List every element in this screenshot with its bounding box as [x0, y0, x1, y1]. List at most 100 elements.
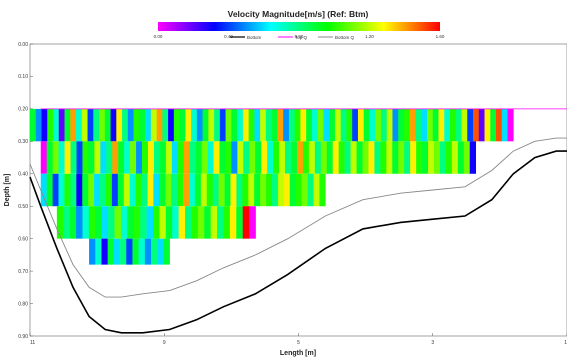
velocity-cell [271, 108, 278, 142]
velocity-cell [104, 108, 111, 142]
velocity-cell [346, 108, 353, 142]
velocity-cell [422, 141, 429, 174]
velocity-cell [197, 206, 205, 239]
velocity-cell [132, 238, 139, 265]
x-tick-label: 3 [431, 340, 434, 346]
velocity-cell [308, 141, 316, 174]
velocity-cell [150, 108, 157, 142]
legend-label-bottom: Bottom [247, 35, 262, 40]
velocity-cell [404, 141, 411, 174]
velocity-cell [350, 141, 357, 174]
velocity-cell [123, 173, 130, 207]
velocity-cell [52, 141, 59, 174]
colorbar-tick-label: 0.00 [154, 34, 163, 39]
velocity-cell [428, 141, 435, 174]
velocity-cell [165, 141, 173, 174]
velocity-cell [159, 173, 166, 207]
velocity-cell [144, 238, 152, 265]
y-tick-label: 0.80 [18, 301, 28, 307]
velocity-cell [100, 141, 107, 174]
velocity-cell [171, 141, 179, 174]
velocity-cell [213, 141, 220, 174]
velocity-cell [82, 173, 89, 207]
velocity-cell [249, 206, 256, 239]
velocity-cell [294, 108, 301, 142]
x-axis-ticks: 11 9 5 3 1 [29, 333, 567, 346]
velocity-cell [283, 173, 291, 207]
velocity-cell [279, 141, 286, 174]
velocity-cell [374, 141, 381, 174]
velocity-cell [231, 141, 238, 174]
velocity-cell [162, 108, 169, 142]
velocity-cell [291, 141, 298, 174]
velocity-cell [64, 108, 71, 142]
velocity-cell [438, 108, 445, 142]
colorbar-tick-label: 1.20 [365, 34, 374, 39]
velocity-cell [47, 108, 54, 142]
legend: Bottom Top Q Bottom Q [230, 35, 355, 40]
velocity-cell [82, 141, 89, 174]
velocity-cell [218, 173, 225, 207]
velocity-cell [87, 108, 94, 142]
velocity-cell [136, 141, 143, 174]
velocity-cell [445, 141, 453, 174]
velocity-cell [214, 108, 221, 142]
velocity-cell [105, 173, 113, 207]
velocity-cell [296, 141, 304, 174]
velocity-cell [285, 141, 292, 174]
velocity-cell [319, 173, 326, 207]
velocity-cell [120, 206, 128, 239]
velocity-cell [386, 141, 393, 174]
velocity-cell [53, 108, 60, 142]
velocity-cell [58, 173, 65, 207]
y-tick-label: 0.30 [18, 139, 28, 145]
velocity-cell [344, 141, 351, 174]
velocity-cell [100, 173, 107, 207]
velocity-cell [248, 108, 255, 142]
velocity-cell [392, 141, 399, 174]
y-axis-label: Depth [m] [4, 174, 11, 207]
velocity-cell [106, 141, 113, 174]
velocity-cell [432, 108, 439, 142]
velocity-cell [362, 141, 369, 174]
velocity-cell [242, 173, 249, 207]
velocity-cell [473, 108, 480, 142]
velocity-cell [189, 141, 196, 174]
velocity-cell [120, 238, 127, 265]
velocity-cell [463, 141, 471, 174]
velocity-cell [415, 108, 422, 142]
velocity-cell [133, 108, 140, 142]
velocity-cell [223, 206, 231, 239]
velocity-cell [76, 108, 83, 142]
velocity-cell [152, 206, 160, 239]
velocity-cell [99, 108, 106, 142]
velocity-cell [410, 141, 417, 174]
velocity-cell [147, 173, 154, 207]
velocity-cell [168, 108, 175, 142]
velocity-cell [129, 173, 136, 207]
velocity-cell [288, 108, 295, 142]
velocity-cell [35, 108, 42, 142]
velocity-cell [207, 141, 214, 174]
velocity-cell [225, 141, 232, 174]
velocity-cell [444, 108, 451, 142]
velocity-cell [267, 141, 274, 174]
legend-label-top-q: Top Q [295, 35, 308, 40]
velocity-cell [58, 141, 65, 174]
y-tick-label: 0.40 [18, 172, 28, 178]
velocity-cell [88, 206, 96, 239]
velocity-cell [323, 108, 330, 142]
velocity-cell [277, 173, 285, 207]
velocity-cell [326, 141, 334, 174]
velocity-cell [242, 206, 250, 239]
velocity-cell [191, 206, 199, 239]
velocity-cell [306, 108, 313, 142]
x-tick-label: 9 [163, 340, 166, 346]
velocity-cell [188, 173, 196, 207]
velocity-cell [41, 108, 48, 142]
velocity-cell [320, 141, 328, 174]
velocity-cell [178, 206, 186, 239]
velocity-cell [159, 206, 167, 239]
velocity-cell [317, 108, 324, 142]
x-axis-label: Length [m] [280, 350, 316, 357]
